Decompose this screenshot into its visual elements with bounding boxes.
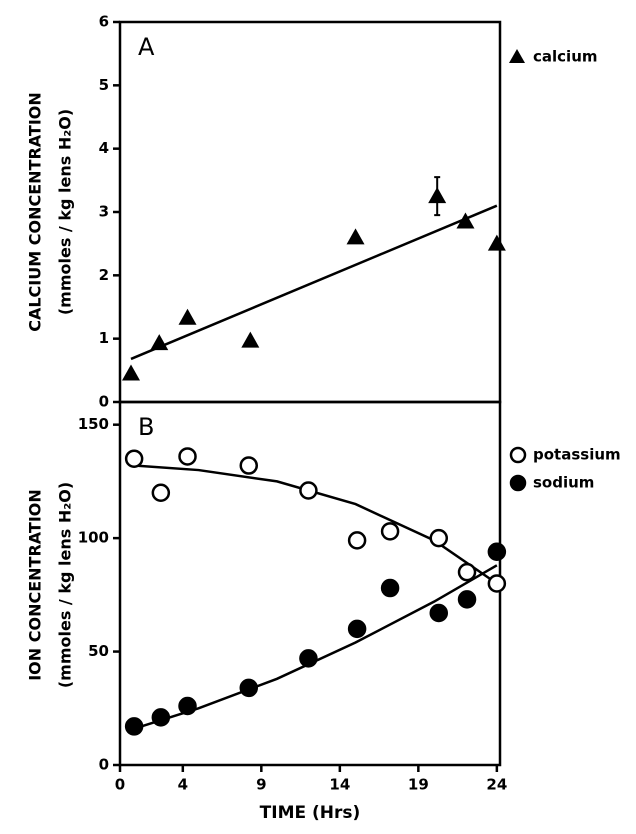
y-tick-label: 3	[99, 203, 109, 221]
y-tick-label: 50	[88, 642, 109, 660]
y-tick-label: 150	[78, 415, 109, 433]
triangle-point	[456, 212, 475, 229]
legend-symbol	[509, 49, 525, 63]
filled-point	[239, 678, 259, 698]
open-point	[429, 528, 449, 548]
y-axis-title: (mmoles / kg lens H₂O)	[56, 482, 75, 688]
x-tick-label: 24	[486, 776, 507, 794]
y-axis-title: CALCIUM CONCENTRATION	[26, 92, 45, 332]
triangle-point	[150, 334, 169, 351]
fit-line	[134, 464, 498, 585]
legend-symbol	[509, 446, 527, 464]
y-tick-label: 6	[99, 13, 109, 31]
x-tick-label: 4	[178, 776, 188, 794]
y-tick-label: 100	[78, 529, 109, 547]
y-tick-label: 0	[99, 393, 109, 411]
panel-letter: B	[138, 413, 154, 441]
triangle-point	[428, 187, 447, 204]
x-axis-title: TIME (Hrs)	[260, 803, 361, 823]
filled-point	[124, 717, 144, 736]
triangle-point	[178, 308, 197, 325]
open-point	[457, 562, 477, 582]
filled-point	[347, 619, 367, 639]
open-point	[487, 574, 507, 593]
triangle-point	[346, 228, 365, 245]
triangle-point	[241, 331, 260, 348]
y-tick-label: 0	[99, 756, 109, 774]
filled-point	[151, 708, 171, 727]
open-point	[347, 531, 367, 550]
filled-point	[178, 696, 197, 716]
triangle-point	[121, 364, 140, 381]
x-tick-label: 14	[329, 776, 350, 794]
filled-point	[457, 590, 477, 609]
panel-letter: A	[138, 33, 155, 61]
y-tick-label: 4	[99, 139, 109, 157]
filled-point	[380, 578, 400, 598]
legend-label: sodium	[533, 474, 594, 492]
open-point	[178, 447, 197, 466]
legend-label: potassium	[533, 446, 621, 464]
open-point	[299, 481, 318, 500]
triangle-point	[487, 234, 506, 251]
y-tick-label: 5	[99, 76, 109, 94]
fit-line	[130, 204, 498, 361]
open-point	[124, 449, 144, 468]
x-tick-label: 9	[256, 776, 266, 794]
legend-marker	[509, 474, 527, 492]
y-tick-label: 1	[99, 329, 109, 347]
legend-label: calcium	[533, 48, 598, 66]
y-axis-title: (mmoles / kg lens H₂O)	[56, 109, 75, 315]
open-point	[380, 522, 400, 541]
plot-frame	[118, 400, 502, 767]
filled-point	[487, 542, 507, 561]
x-tick-label: 0	[115, 776, 125, 794]
legend-marker	[509, 49, 525, 63]
plot-frame	[118, 20, 502, 404]
y-axis-title: ION CONCENTRATION	[26, 489, 45, 681]
filled-point	[299, 649, 318, 668]
x-tick-label: 19	[408, 776, 429, 794]
y-tick-label: 2	[99, 266, 109, 284]
open-point	[151, 483, 171, 502]
legend-symbol	[509, 474, 527, 492]
open-point	[239, 456, 259, 475]
legend-marker	[509, 446, 527, 464]
filled-point	[429, 603, 449, 623]
